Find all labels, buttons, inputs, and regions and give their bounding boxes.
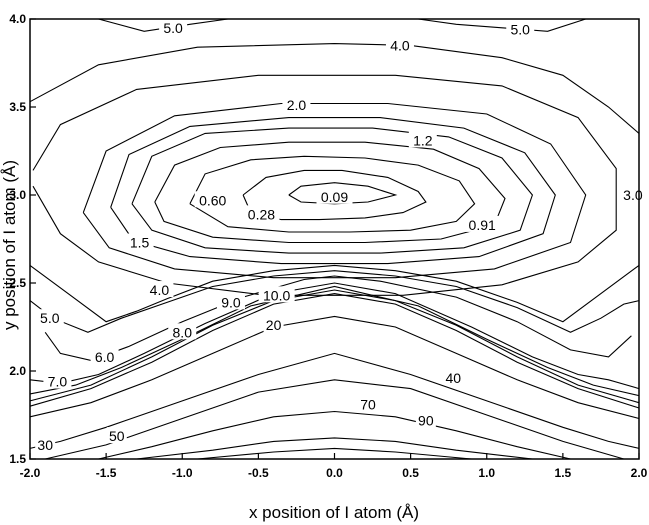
contour-label: 4.0 bbox=[150, 282, 170, 298]
contour-line bbox=[32, 74, 617, 296]
contour-label-background bbox=[408, 131, 437, 148]
x-tick-label: -1.5 bbox=[96, 466, 117, 480]
contour-line bbox=[29, 285, 640, 397]
y-tick-label: 1.5 bbox=[9, 452, 26, 466]
contour-labels-layer: 0.09 0.28 0.60 0.91 1.2 1.5 2.0 3.0 4.0 4.0 5.0 5.0… bbox=[35, 18, 647, 453]
contour-line bbox=[131, 127, 534, 254]
contour-label: 9.0 bbox=[221, 294, 241, 310]
contour-label-background bbox=[145, 281, 174, 298]
contour-label: 5.0 bbox=[163, 20, 183, 36]
contour-label: 30 bbox=[37, 437, 53, 453]
x-tick-label: -2.0 bbox=[20, 466, 41, 480]
y-tick-label: 3.5 bbox=[9, 100, 26, 114]
contour-label-background bbox=[243, 205, 280, 222]
contour-label-background bbox=[125, 233, 154, 250]
y-tick-label: 4.0 bbox=[9, 12, 26, 26]
contour-label-background bbox=[106, 427, 127, 444]
contour-line bbox=[288, 182, 398, 205]
contour-label: 0.60 bbox=[199, 192, 226, 208]
x-tick-label: 0.5 bbox=[402, 466, 419, 480]
contour-label-background bbox=[282, 96, 311, 113]
x-tick-label: 1.5 bbox=[555, 466, 572, 480]
contour-label: 6.0 bbox=[95, 349, 115, 365]
contour-line bbox=[29, 289, 640, 404]
contour-label-background bbox=[35, 435, 56, 452]
contour-line bbox=[82, 102, 587, 279]
x-tick-label: -1.0 bbox=[172, 466, 193, 480]
contour-line bbox=[242, 169, 427, 221]
contour-line bbox=[29, 282, 640, 390]
contour-label-background bbox=[43, 372, 72, 389]
contour-label: 50 bbox=[109, 428, 125, 444]
x-tick-label: 0.0 bbox=[326, 466, 343, 480]
contour-label: 7.0 bbox=[48, 374, 68, 390]
contour-label-background bbox=[618, 186, 647, 202]
contour-label: 1.5 bbox=[130, 235, 150, 251]
x-axis-title: x position of I atom (Å) bbox=[249, 503, 419, 522]
contour-label: 90 bbox=[418, 412, 434, 428]
contour-label: 0.28 bbox=[248, 206, 275, 222]
contour-line bbox=[29, 270, 640, 333]
x-tick-label: 1.0 bbox=[478, 466, 495, 480]
y-tick-label: 2.5 bbox=[9, 276, 26, 290]
contour-label-background bbox=[35, 309, 64, 326]
contour-label-background bbox=[464, 215, 501, 232]
contour-label: 4.0 bbox=[390, 37, 410, 53]
contour-label-background bbox=[90, 347, 119, 364]
contour-label-background bbox=[357, 395, 378, 412]
contour-label-background bbox=[159, 18, 188, 35]
contour-line bbox=[29, 315, 640, 420]
contour-line bbox=[197, 447, 472, 460]
y-axis-title: y position of I atom (Å) bbox=[0, 160, 19, 330]
contour-line bbox=[29, 352, 640, 449]
contour-label-background bbox=[168, 323, 197, 340]
contour-label: 20 bbox=[266, 317, 282, 333]
contour-line bbox=[154, 141, 506, 244]
contour-label: 3.0 bbox=[623, 187, 643, 203]
contour-label: 10.0 bbox=[263, 287, 290, 303]
contour-label-background bbox=[216, 293, 245, 310]
contour-label: 5.0 bbox=[511, 22, 531, 38]
contour-label-background bbox=[443, 369, 464, 386]
contour-line bbox=[44, 275, 632, 361]
contour-line bbox=[29, 293, 640, 409]
contour-line bbox=[29, 264, 640, 323]
x-tick-label: 2.0 bbox=[631, 466, 648, 480]
contour-label: 0.91 bbox=[469, 217, 496, 233]
contour-label-background bbox=[258, 286, 295, 303]
contour-line bbox=[98, 410, 571, 460]
contour-label-background bbox=[506, 20, 535, 37]
contour-label-background bbox=[385, 36, 414, 53]
contour-label: 5.0 bbox=[40, 310, 60, 326]
y-tick-label: 2.0 bbox=[9, 364, 26, 378]
contour-line bbox=[29, 43, 640, 134]
y-axis: 1.5 2.0 2.5 3.0 3.5 4.0 bbox=[9, 12, 36, 466]
contour-label: 2.0 bbox=[287, 97, 307, 113]
plot-frame bbox=[29, 18, 640, 460]
x-axis: -2.0 -1.5 -1.0 -0.5 0.0 0.5 1.0 1.5 2.0 bbox=[20, 453, 648, 480]
contour-label: 70 bbox=[360, 396, 376, 412]
contour-label-background bbox=[194, 191, 231, 208]
contour-line bbox=[189, 155, 476, 233]
contour-line bbox=[45, 379, 624, 460]
contour-label-background bbox=[263, 316, 284, 333]
contour-label-background bbox=[415, 411, 436, 428]
contour-line bbox=[110, 117, 556, 265]
contour-label-background bbox=[316, 187, 353, 204]
contours-layer bbox=[29, 18, 640, 460]
contour-line bbox=[136, 437, 533, 460]
contour-label: 0.09 bbox=[321, 189, 348, 205]
contour-label: 40 bbox=[445, 370, 461, 386]
contour-line bbox=[418, 18, 586, 32]
contour-label: 1.2 bbox=[413, 132, 433, 148]
contour-label: 8.0 bbox=[173, 324, 193, 340]
x-tick-label: -0.5 bbox=[248, 466, 269, 480]
y-tick-label: 3.0 bbox=[9, 188, 26, 202]
